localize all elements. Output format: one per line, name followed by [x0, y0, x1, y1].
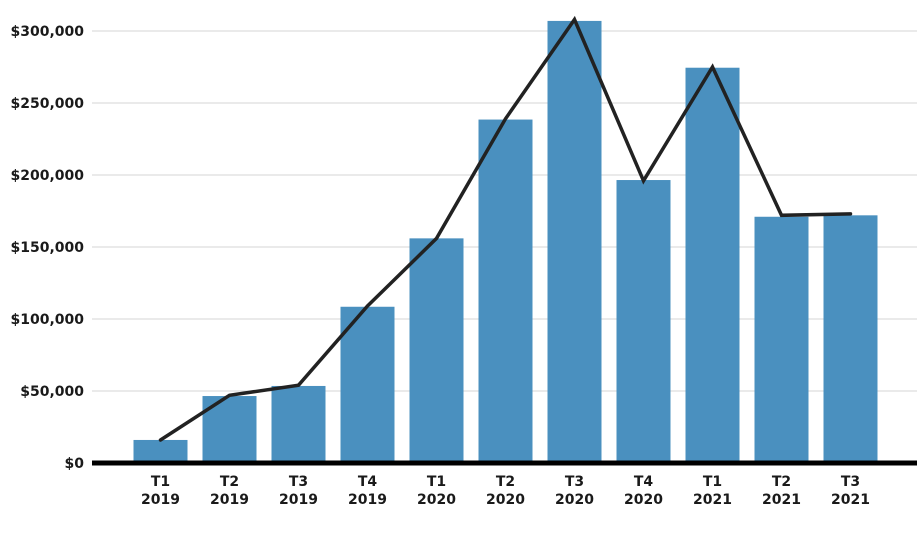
x-tick-label: T1 2019 [141, 474, 180, 508]
year-label: 2019 [141, 492, 180, 508]
quarter-label: T4 [634, 474, 654, 490]
year-label: 2021 [831, 492, 870, 508]
quarter-label: T1 [703, 474, 722, 490]
year-label: 2020 [555, 492, 594, 508]
year-label: 2019 [210, 492, 249, 508]
year-label: 2021 [693, 492, 732, 508]
trend-line [158, 15, 853, 442]
x-tick-label: T2 2021 [762, 474, 801, 508]
quarter-label: T4 [358, 474, 378, 490]
y-tick-label: $150,000 [10, 240, 84, 256]
quarter-label: T1 [151, 474, 170, 490]
bar [754, 216, 809, 463]
bar [409, 238, 464, 463]
bar-series [133, 20, 878, 464]
bar [616, 180, 671, 464]
bar [133, 439, 188, 463]
x-tick-label: T2 2019 [210, 474, 249, 508]
x-tick-label: T3 2021 [831, 474, 870, 508]
x-tick-label: T3 2020 [555, 474, 594, 508]
quarter-label: T3 [841, 474, 860, 490]
quarter-label: T1 [427, 474, 446, 490]
bar [823, 215, 878, 463]
quarter-label: T2 [220, 474, 239, 490]
x-tick-label: T2 2020 [486, 474, 525, 508]
x-tick-label: T1 2020 [417, 474, 456, 508]
year-label: 2020 [624, 492, 663, 508]
bar [271, 385, 326, 463]
year-label: 2019 [348, 492, 387, 508]
x-tick-label: T3 2019 [279, 474, 318, 508]
bar [478, 119, 533, 463]
y-axis-tick-labels: $0 $50,000 $100,000 $150,000 $200,000 $250,00… [10, 24, 84, 472]
year-label: 2020 [486, 492, 525, 508]
year-label: 2021 [762, 492, 801, 508]
year-label: 2020 [417, 492, 456, 508]
x-tick-label: T4 2019 [348, 474, 387, 508]
y-tick-label: $100,000 [10, 312, 84, 328]
y-tick-label: $250,000 [10, 96, 84, 112]
x-tick-label: T1 2021 [693, 474, 732, 508]
x-axis-tick-labels: T1 2019 T2 2019 T3 2019 T4 2019 T1 2020 T2 2020 T3 20… [141, 474, 870, 508]
y-tick-label: $0 [65, 456, 85, 472]
y-tick-label: $200,000 [10, 168, 84, 184]
line-series [158, 15, 853, 442]
y-tick-label: $300,000 [10, 24, 84, 40]
y-tick-label: $50,000 [20, 384, 84, 400]
quarter-label: T3 [565, 474, 584, 490]
quarter-label: T2 [496, 474, 515, 490]
bar [685, 67, 740, 463]
year-label: 2019 [279, 492, 318, 508]
quarter-label: T2 [772, 474, 791, 490]
x-tick-label: T4 2020 [624, 474, 663, 508]
bar [340, 306, 395, 463]
quarter-label: T3 [289, 474, 308, 490]
bar [547, 20, 602, 463]
